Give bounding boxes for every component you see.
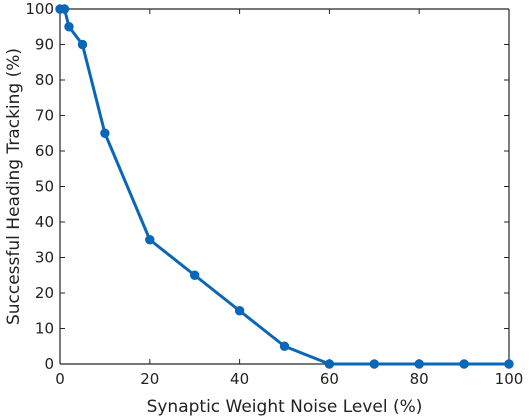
data-point (190, 270, 200, 280)
series-line (60, 7, 509, 366)
y-tick-label: 100 (25, 0, 54, 18)
data-point (414, 359, 424, 369)
x-tick-label: 0 (55, 370, 65, 388)
data-point (59, 4, 70, 14)
data-point (504, 359, 514, 369)
y-tick-label: 70 (35, 107, 54, 125)
plot-area (55, 4, 514, 369)
y-tick-label: 90 (35, 36, 54, 54)
x-tick-label: 80 (410, 370, 429, 388)
y-tick-label: 40 (35, 213, 54, 231)
y-tick-label: 60 (35, 142, 54, 160)
data-point (279, 341, 290, 351)
data-point (64, 22, 74, 32)
data-point (324, 359, 335, 369)
x-tick-label: 20 (140, 370, 159, 388)
y-tick-label: 0 (44, 355, 54, 373)
y-tick-label: 10 (35, 320, 54, 338)
x-tick-label: 60 (320, 370, 339, 388)
x-tick-label: 100 (495, 370, 524, 388)
data-point (77, 39, 88, 50)
y-tick-label: 80 (35, 71, 54, 89)
data-point (145, 235, 155, 245)
data-point (234, 306, 245, 316)
y-tick-label: 50 (35, 178, 54, 196)
x-axis-title: Synaptic Weight Noise Level (%) (147, 397, 423, 417)
y-tick-label: 30 (35, 249, 54, 267)
data-point (369, 359, 379, 369)
data-point (100, 128, 110, 138)
y-tick-label: 20 (35, 284, 54, 302)
data-point (459, 359, 469, 369)
ticks: 0 20 40 60 80 100 0 10 20 30 40 50 60 70 80 90 100 (25, 0, 523, 388)
y-axis-title: Successful Heading Tracking (%) (4, 48, 24, 325)
x-tick-label: 40 (230, 370, 249, 388)
